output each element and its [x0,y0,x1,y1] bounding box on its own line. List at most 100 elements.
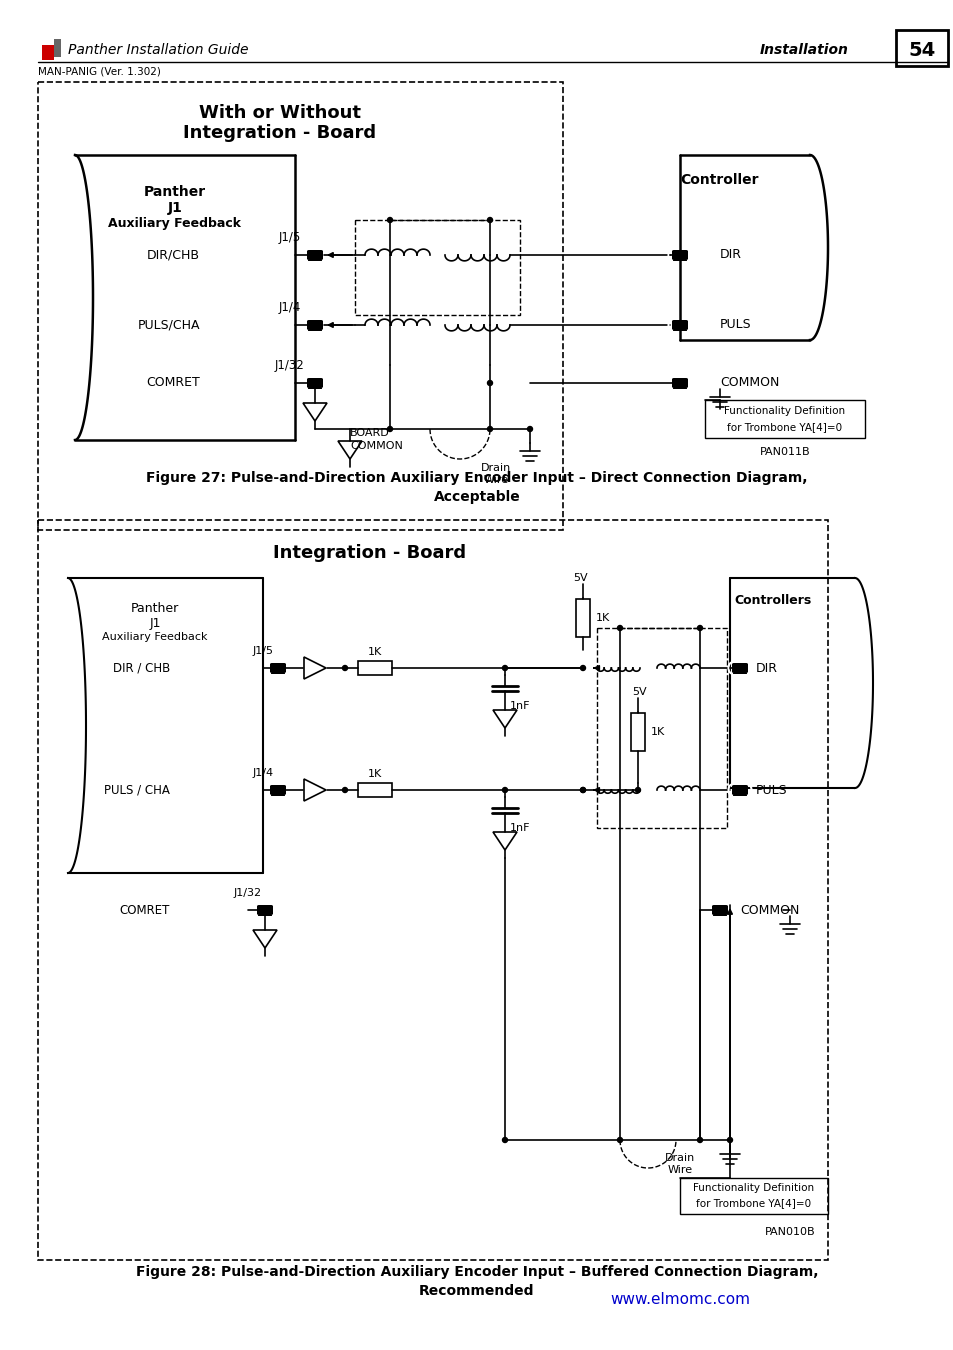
Bar [357,783,392,796]
Bar [270,784,286,795]
Circle shape [617,625,622,630]
Circle shape [727,1138,732,1142]
Bar [731,784,747,795]
Text: J1/32: J1/32 [274,359,305,371]
Text: COMMON: COMMON [740,903,799,917]
Bar [576,599,589,637]
Text: Integration - Board: Integration - Board [274,544,466,562]
Text: PAN010B: PAN010B [764,1227,815,1237]
Text: 1K: 1K [596,613,610,622]
Circle shape [387,217,392,223]
Bar [355,220,519,315]
Text: Functionality Definition: Functionality Definition [723,406,844,416]
Text: Wire: Wire [483,475,508,485]
Text: J1/4: J1/4 [253,768,274,778]
Text: Functionality Definition: Functionality Definition [693,1183,814,1193]
Text: 54: 54 [907,40,935,59]
Bar [42,45,54,59]
Text: Auxiliary Feedback: Auxiliary Feedback [102,632,208,643]
Text: Drain: Drain [664,1153,695,1162]
Text: PULS: PULS [720,319,751,332]
Circle shape [387,427,392,432]
Text: Acceptable: Acceptable [434,490,519,504]
Text: With or Without: With or Without [199,104,360,122]
Text: 1K: 1K [650,728,664,737]
Bar [270,663,286,674]
Text: for Trombone YA[4]=0: for Trombone YA[4]=0 [727,423,841,432]
Bar [256,904,273,915]
Text: 1K: 1K [368,769,382,779]
Bar [711,904,727,915]
Circle shape [487,427,492,432]
Text: J1/32: J1/32 [233,888,262,898]
Circle shape [342,666,347,671]
Circle shape [579,787,585,792]
Circle shape [617,1138,622,1142]
Text: Auxiliary Feedback: Auxiliary Feedback [109,217,241,231]
Bar [630,713,644,751]
Text: PAN011B: PAN011B [759,447,809,458]
Text: Figure 27: Pulse-and-Direction Auxiliary Encoder Input – Direct Connection Diagr: Figure 27: Pulse-and-Direction Auxiliary… [146,471,807,485]
Circle shape [697,625,701,630]
Text: Recommended: Recommended [418,1284,535,1297]
Text: COMMON: COMMON [720,377,779,390]
Bar [679,1179,827,1214]
Text: J1/5: J1/5 [278,231,301,243]
Circle shape [487,217,492,223]
Bar [307,378,323,389]
Text: Integration - Board: Integration - Board [183,124,376,142]
Bar [74,157,94,439]
Text: COMRET: COMRET [119,903,170,917]
Circle shape [579,787,585,792]
Circle shape [502,666,507,671]
Circle shape [502,787,507,792]
Bar [597,628,726,828]
Text: BOARD: BOARD [350,428,390,437]
Text: 1K: 1K [368,647,382,657]
Text: J1: J1 [168,201,182,215]
Text: 5V: 5V [632,687,647,697]
Text: 5V: 5V [573,572,588,583]
Text: PULS/CHA: PULS/CHA [137,319,200,332]
Text: DIR / CHB: DIR / CHB [112,662,170,675]
Text: DIR: DIR [720,248,741,262]
Text: Controller: Controller [680,173,759,188]
Bar [671,320,687,331]
Text: PULS / CHA: PULS / CHA [104,783,170,796]
Text: PULS: PULS [755,783,787,796]
Text: 1nF: 1nF [510,701,530,711]
Text: Installation: Installation [760,43,848,57]
Bar [67,579,87,872]
Bar [895,30,947,66]
Bar [54,47,61,57]
Text: DIR/CHB: DIR/CHB [147,248,200,262]
Bar [704,400,864,437]
Bar [853,579,873,787]
Bar [38,520,827,1260]
Text: COMMON: COMMON [350,441,402,451]
Text: Panther: Panther [144,185,206,198]
Bar [808,157,828,339]
Text: Panther Installation Guide: Panther Installation Guide [68,43,248,57]
Circle shape [487,381,492,386]
Text: DIR: DIR [755,662,778,675]
Bar [671,378,687,389]
Bar [38,82,562,531]
Text: 1nF: 1nF [510,824,530,833]
Text: J1/5: J1/5 [253,647,274,656]
Text: Panther: Panther [131,602,179,614]
Circle shape [527,427,532,432]
Text: J1: J1 [149,617,161,629]
Text: Figure 28: Pulse-and-Direction Auxiliary Encoder Input – Buffered Connection Dia: Figure 28: Pulse-and-Direction Auxiliary… [135,1265,818,1278]
Text: Controllers: Controllers [734,594,811,606]
Circle shape [502,1138,507,1142]
Text: Drain: Drain [480,463,511,472]
Text: COMRET: COMRET [146,377,200,390]
Circle shape [579,666,585,671]
Circle shape [635,787,639,792]
Text: Wire: Wire [667,1165,692,1174]
Text: J1/4: J1/4 [278,301,301,313]
Bar [731,663,747,674]
Circle shape [697,1138,701,1142]
Text: MAN-PANIG (Ver. 1.302): MAN-PANIG (Ver. 1.302) [38,68,161,77]
